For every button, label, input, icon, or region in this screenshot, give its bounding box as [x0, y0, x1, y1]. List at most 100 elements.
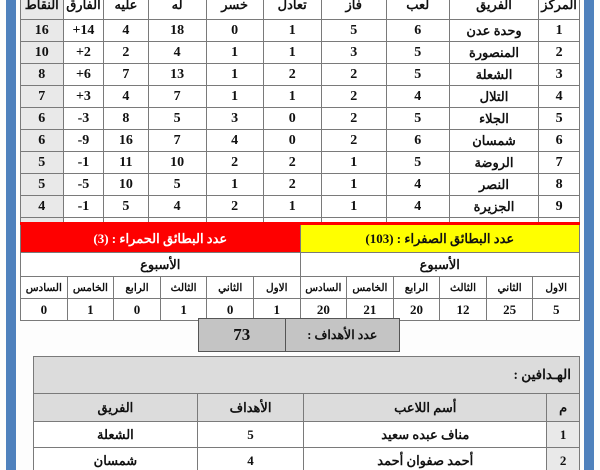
won-cell: 2: [320, 85, 387, 108]
goal-diff-cell: -9: [62, 129, 105, 152]
red-week-label: الثالث: [159, 276, 208, 299]
col-header-won: فاز: [320, 0, 387, 20]
drawn-cell: 1: [262, 195, 322, 218]
drawn-cell: 1: [262, 19, 322, 42]
standings-row: 6 شمسان 6 2 0 4 7 16 -9 6: [20, 129, 580, 152]
points-cell: 16: [20, 19, 64, 42]
goals-for-cell: 18: [147, 19, 207, 42]
points-cell: 8: [20, 63, 64, 86]
rank-cell: 7: [538, 151, 580, 174]
team-cell: التلال: [448, 85, 540, 108]
goals-against-cell: 16: [103, 129, 149, 152]
played-cell: 5: [385, 151, 450, 174]
scorer-player: أحمد صفوان أحمد: [303, 447, 548, 470]
scorer-number: 2: [546, 447, 580, 470]
yellow-week-header: الأسبوع: [299, 252, 581, 277]
scorers-title-row: الهـدافين :: [33, 356, 580, 394]
total-goals-label: عدد الأهداف :: [284, 319, 399, 351]
played-cell: 4: [385, 173, 450, 196]
red-week-value: 1: [159, 298, 208, 321]
col-header-number: م: [546, 393, 580, 422]
points-cell: 4: [20, 195, 64, 218]
drawn-cell: 2: [262, 63, 322, 86]
scorer-player: مناف عبده سعيد: [303, 421, 548, 448]
yellow-week-value: 20: [392, 298, 441, 321]
red-week-value: 0: [113, 298, 161, 321]
goal-diff-cell: -5: [62, 173, 105, 196]
yellow-week-label: الرابع: [392, 276, 441, 299]
team-cell: النصر: [448, 173, 540, 196]
lost-cell: 1: [205, 63, 264, 86]
col-header-lost: خسر: [205, 0, 264, 20]
goals-for-cell: 10: [147, 151, 207, 174]
drawn-cell: 1: [262, 41, 322, 64]
lost-cell: 1: [205, 41, 264, 64]
won-cell: 5: [320, 19, 387, 42]
won-cell: 3: [320, 41, 387, 64]
lost-cell: 2: [205, 151, 264, 174]
yellow-week-value: 5: [532, 298, 580, 321]
goal-diff-cell: -1: [62, 195, 105, 218]
col-header-team: الفريق: [33, 393, 198, 422]
played-cell: 5: [385, 41, 450, 64]
goals-against-cell: 11: [103, 151, 149, 174]
col-header-goal-diff: الفارق: [62, 0, 105, 20]
lost-cell: 2: [205, 195, 264, 218]
goal-diff-cell: -1: [62, 151, 105, 174]
yellow-week-label: الاول: [532, 276, 580, 299]
goals-against-cell: 7: [103, 63, 149, 86]
week-header-row: الأسبوع الأسبوع: [20, 252, 581, 277]
lost-cell: 0: [205, 19, 264, 42]
won-cell: 2: [320, 107, 387, 130]
goal-diff-cell: -3: [62, 107, 105, 130]
standings-row: 4 التلال 4 2 1 1 7 4 +3 7: [20, 85, 580, 108]
scorers-header-row: م أسم اللاعب الأهداف الفريق: [33, 393, 580, 422]
col-header-played: لعب: [385, 0, 450, 20]
standings-table: المركز الفريق لعب فاز تعادل خسر له عليه …: [20, 0, 580, 240]
goals-against-cell: 4: [103, 19, 149, 42]
won-cell: 1: [320, 151, 387, 174]
col-header-points: النقاط: [20, 0, 64, 20]
scorer-number: 1: [546, 421, 580, 448]
team-cell: المنصورة: [448, 41, 540, 64]
played-cell: 4: [385, 195, 450, 218]
standings-row: 2 المنصورة 5 3 1 1 4 2 +2 10: [20, 41, 580, 64]
col-header-goals: الأهداف: [196, 393, 305, 422]
points-cell: 10: [20, 41, 64, 64]
goals-for-cell: 4: [147, 41, 207, 64]
goal-diff-cell: +6: [62, 63, 105, 86]
page-border-right: [584, 0, 594, 470]
red-week-label: الخامس: [66, 276, 115, 299]
played-cell: 6: [385, 19, 450, 42]
yellow-week-label: الخامس: [346, 276, 394, 299]
scorer-row: 2 أحمد صفوان أحمد 4 شمسان: [33, 447, 580, 470]
rank-cell: 9: [538, 195, 580, 218]
week-values-row: 5 25 12 20 21 20 1 0 1 0 1 0: [20, 298, 580, 321]
points-cell: 5: [20, 151, 64, 174]
team-cell: شمسان: [448, 129, 540, 152]
rank-cell: 4: [538, 85, 580, 108]
red-cards-title: عدد البطائق الحمراء : (3): [20, 222, 301, 253]
drawn-cell: 0: [262, 107, 322, 130]
rank-cell: 8: [538, 173, 580, 196]
points-cell: 6: [20, 107, 64, 130]
won-cell: 1: [320, 195, 387, 218]
team-cell: الشعلة: [448, 63, 540, 86]
yellow-week-value: 25: [485, 298, 534, 321]
scorers-title: الهـدافين :: [33, 356, 580, 394]
points-cell: 5: [20, 173, 64, 196]
goals-against-cell: 8: [103, 107, 149, 130]
goal-diff-cell: +2: [62, 41, 105, 64]
yellow-week-value: 12: [439, 298, 487, 321]
goals-for-cell: 4: [147, 195, 207, 218]
page-border-left: [6, 0, 16, 470]
red-week-value: 0: [206, 298, 254, 321]
goal-diff-cell: +14: [62, 19, 105, 42]
goals-for-cell: 7: [147, 129, 207, 152]
standings-header-row: المركز الفريق لعب فاز تعادل خسر له عليه …: [20, 0, 580, 20]
points-cell: 7: [20, 85, 64, 108]
cards-table: عدد البطائق الصفراء : (103) عدد البطائق …: [20, 222, 581, 321]
scorer-goals: 4: [196, 447, 305, 470]
scorer-team: الشعلة: [33, 421, 198, 448]
